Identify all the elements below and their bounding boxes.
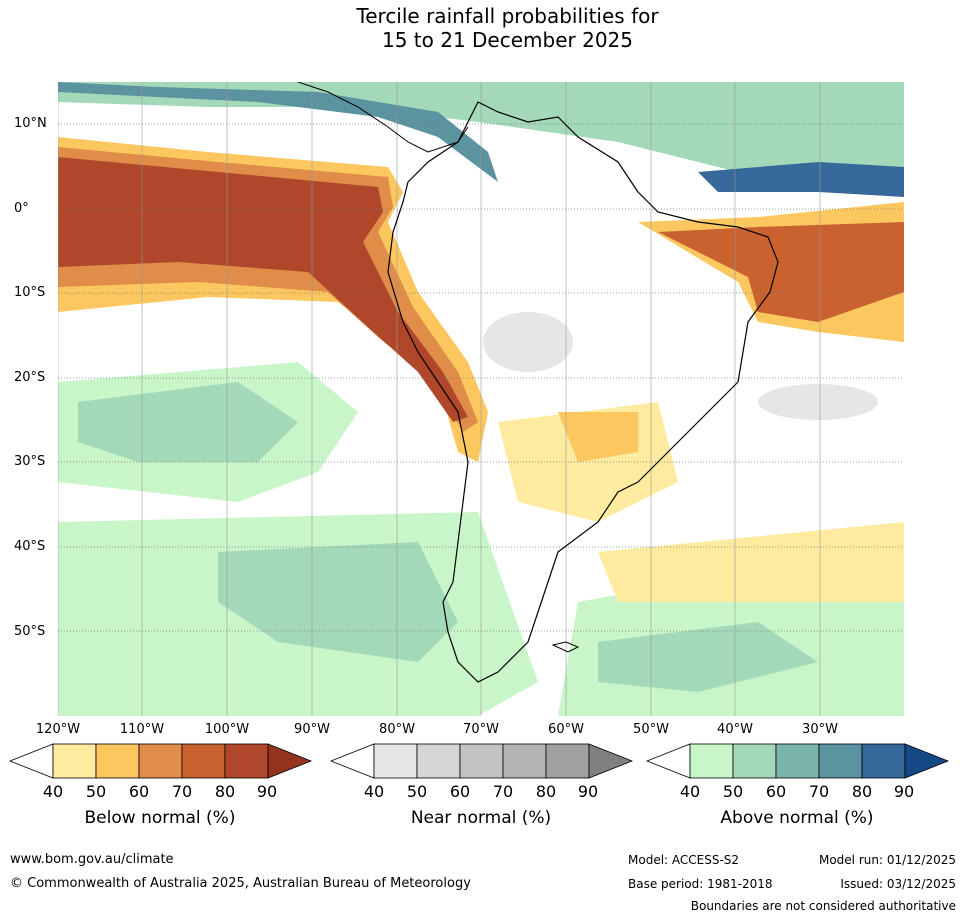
map-svg <box>58 82 904 716</box>
above-normal-ne-core <box>698 162 904 197</box>
colorbar-left-triangle <box>329 743 375 779</box>
below-normal-eq-core <box>58 157 468 422</box>
probability-map <box>58 82 904 716</box>
disclaimer-text: Boundaries are not considered authoritat… <box>690 899 956 913</box>
lon-label-90w: 90°W <box>294 722 330 737</box>
colorbar-swatch <box>52 743 97 779</box>
colorbar-swatch <box>95 743 140 779</box>
colorbar-swatch <box>861 743 906 779</box>
lat-label-30s: 30°S <box>14 454 46 469</box>
above-normal-north-core <box>58 82 498 182</box>
base-period-text: Base period: 1981-2018 <box>628 877 773 891</box>
tick-above-50: 50 <box>722 782 744 801</box>
map-title: Tercile rainfall probabilities for 15 to… <box>0 4 965 52</box>
tick-above-70: 70 <box>808 782 830 801</box>
colorbar-swatch <box>502 743 547 779</box>
central-america-coastline <box>297 82 469 153</box>
website-link[interactable]: www.bom.gov.au/climate <box>10 852 174 867</box>
colorbar-near-normal-svg <box>329 743 634 779</box>
tick-near-70: 70 <box>492 782 514 801</box>
lon-label-100w: 100°W <box>204 722 250 737</box>
colorbar-swatch <box>818 743 863 779</box>
colorbar-swatch <box>373 743 418 779</box>
colorbar-title-near: Near normal (%) <box>410 808 552 828</box>
model-run-text: Model run: 01/12/2025 <box>818 853 956 867</box>
tick-below-80: 80 <box>214 782 236 801</box>
colorbar-left-triangle <box>8 743 54 779</box>
tick-near-40: 40 <box>363 782 385 801</box>
below-normal-south-atl <box>598 522 904 602</box>
tick-above-90: 90 <box>893 782 915 801</box>
lon-label-50w: 50°W <box>633 722 669 737</box>
tick-below-70: 70 <box>171 782 193 801</box>
issued-text: Issued: 03/12/2025 <box>840 877 956 891</box>
model-text: Model: ACCESS-S2 <box>628 853 740 867</box>
colorbar-swatch <box>545 743 590 779</box>
above-normal-se-core <box>598 622 818 692</box>
lon-label-60w: 60°W <box>548 722 584 737</box>
colorbar-swatch <box>138 743 183 779</box>
tick-below-60: 60 <box>128 782 150 801</box>
lat-label-0: 0° <box>14 201 29 216</box>
colorbar-swatch <box>775 743 820 779</box>
title-line-1: Tercile rainfall probabilities for <box>356 4 659 28</box>
lon-label-40w: 40°W <box>717 722 753 737</box>
lon-label-30w: 30°W <box>802 722 838 737</box>
colorbar-swatch <box>459 743 504 779</box>
colorbar-below-normal-svg <box>8 743 313 779</box>
copyright-text: © Commonwealth of Australia 2025, Austra… <box>10 876 471 891</box>
colorbar-swatch <box>689 743 734 779</box>
title-line-2: 15 to 21 December 2025 <box>381 28 633 52</box>
colorbar-right-triangle <box>904 743 950 779</box>
lat-label-50s: 50°S <box>14 624 46 639</box>
colorbar-swatch <box>181 743 226 779</box>
lon-label-70w: 70°W <box>463 722 499 737</box>
lat-label-10n: 10°N <box>14 116 47 131</box>
colorbar-left-triangle <box>645 743 691 779</box>
tick-near-50: 50 <box>406 782 428 801</box>
tick-above-60: 60 <box>765 782 787 801</box>
colorbar-title-below: Below normal (%) <box>84 808 236 828</box>
colorbar-below-normal <box>8 742 313 780</box>
tick-above-40: 40 <box>679 782 701 801</box>
tick-above-80: 80 <box>851 782 873 801</box>
below-normal-east-core <box>658 222 904 322</box>
lat-label-10s: 10°S <box>14 285 46 300</box>
colorbar-near-normal <box>329 742 634 780</box>
south-america-coastline <box>387 101 779 683</box>
colorbar-above-normal <box>645 742 950 780</box>
colorbar-swatch <box>416 743 461 779</box>
below-normal-south-core <box>558 412 638 462</box>
colorbar-title-above: Above normal (%) <box>720 808 874 828</box>
longitude-gridlines <box>58 82 821 716</box>
above-normal-south-core <box>78 382 298 462</box>
above-normal-far-south-core <box>218 542 458 662</box>
tick-near-80: 80 <box>535 782 557 801</box>
falkland-islands <box>551 641 580 653</box>
lat-label-40s: 40°S <box>14 539 46 554</box>
tick-below-50: 50 <box>85 782 107 801</box>
lat-label-20s: 20°S <box>14 370 46 385</box>
above-normal-north-band <box>58 82 904 192</box>
near-normal-patch <box>758 384 878 420</box>
colorbar-right-triangle <box>588 743 634 779</box>
tick-below-90: 90 <box>256 782 278 801</box>
lon-label-120w: 120°W <box>35 722 81 737</box>
tick-below-40: 40 <box>42 782 64 801</box>
colorbar-above-normal-svg <box>645 743 950 779</box>
near-normal-patch <box>483 312 573 372</box>
lon-label-110w: 110°W <box>119 722 165 737</box>
lon-label-80w: 80°W <box>379 722 415 737</box>
colorbar-swatch <box>732 743 777 779</box>
colorbar-right-triangle <box>267 743 313 779</box>
colorbar-swatch <box>224 743 269 779</box>
tick-near-90: 90 <box>577 782 599 801</box>
tick-near-60: 60 <box>449 782 471 801</box>
